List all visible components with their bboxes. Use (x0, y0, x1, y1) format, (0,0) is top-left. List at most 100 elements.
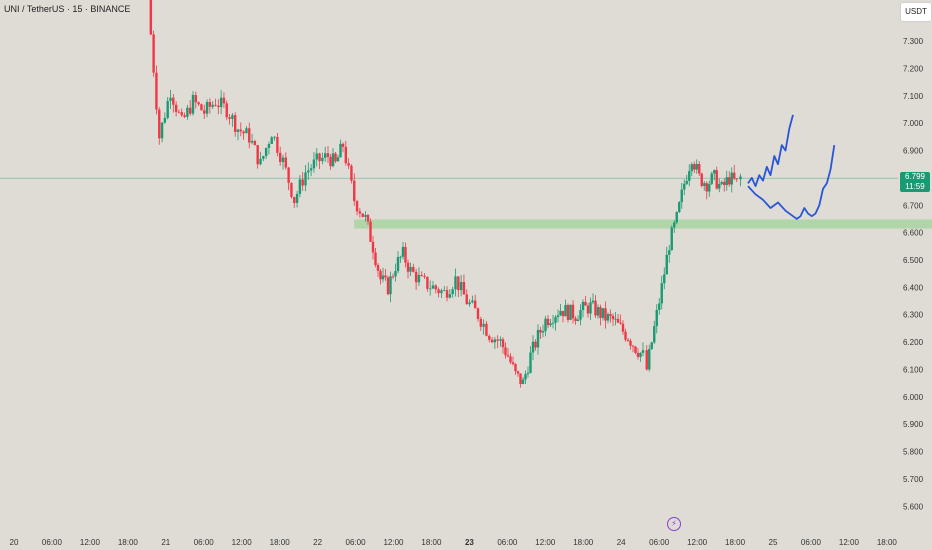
candle-body (318, 153, 321, 162)
x-tick-label: 21 (161, 538, 170, 547)
candle-body (554, 317, 557, 323)
candle-body (462, 281, 466, 295)
candle-body (730, 172, 733, 185)
candle-body (584, 301, 587, 306)
x-tick-label: 06:00 (194, 538, 215, 547)
candle-body (488, 335, 491, 340)
candle-body (579, 310, 582, 320)
candle-body (673, 222, 676, 228)
candle-body (594, 300, 597, 316)
candle-body (614, 318, 617, 320)
x-tick-label: 12:00 (383, 538, 404, 547)
x-tick-label: 23 (465, 538, 474, 547)
candle-body (506, 355, 510, 357)
x-tick-label: 06:00 (649, 538, 670, 547)
x-tick-label: 12:00 (80, 538, 101, 547)
candle-body (423, 275, 426, 277)
x-tick-label: 18:00 (877, 538, 898, 547)
candle-body (596, 307, 600, 316)
candle-body (412, 266, 415, 272)
candle-body (200, 104, 203, 111)
candle-body (536, 329, 540, 348)
candle-body (459, 281, 463, 291)
candle-body (152, 34, 155, 73)
candle-body (331, 153, 335, 167)
candle-body (739, 176, 742, 180)
candle-body (690, 164, 693, 172)
support-zone (354, 219, 932, 229)
candle-body (278, 152, 282, 163)
candle-body (214, 104, 217, 106)
candle-body (270, 137, 273, 145)
candle-body (454, 276, 457, 290)
candle-body (490, 339, 494, 343)
x-tick-label: 18:00 (725, 538, 746, 547)
candle-body (703, 183, 706, 186)
candle-body (443, 290, 446, 291)
candle-body (203, 110, 206, 114)
candle-body (174, 104, 178, 112)
candle-body (347, 163, 350, 166)
candle-body (301, 179, 304, 186)
y-tick-label: 6.100 (903, 365, 924, 374)
candle-body (304, 172, 307, 186)
x-tick-label: 12:00 (232, 538, 253, 547)
candle-body (715, 170, 718, 189)
candle-body (172, 97, 175, 105)
candle-body (693, 164, 696, 170)
candle-body (511, 362, 515, 364)
candle-body (499, 339, 502, 341)
candle-body (344, 146, 348, 164)
candle-body (188, 107, 192, 114)
candle-body (655, 309, 658, 327)
lightning-icon[interactable]: ⚡ (667, 517, 681, 531)
candle-body (688, 171, 691, 181)
candle-body (155, 72, 158, 110)
candle-body (225, 103, 228, 118)
candle-body (264, 147, 268, 157)
candle-body (448, 294, 452, 298)
candle-body (420, 274, 423, 276)
candle-body (735, 178, 738, 180)
candle-body (353, 180, 356, 202)
candle-body (544, 318, 547, 332)
candle-body (329, 156, 332, 167)
x-tick-label: 06:00 (346, 538, 367, 547)
candle-body (339, 143, 342, 158)
candle-body (604, 308, 607, 321)
x-tick-label: 18:00 (118, 538, 139, 547)
candle-body (434, 285, 438, 290)
candle-body (242, 131, 245, 134)
candle-body (217, 105, 220, 108)
x-tick-label: 20 (10, 538, 19, 547)
candle-body (404, 246, 407, 263)
candle-body (631, 345, 635, 347)
candle-body (685, 180, 688, 184)
candle-body (670, 227, 673, 251)
y-tick-label: 6.900 (903, 147, 924, 156)
candle-body (284, 157, 288, 168)
projection-path-2 (747, 144, 836, 220)
candle-body (606, 314, 610, 321)
x-tick-label: 25 (769, 538, 778, 547)
candle-body (663, 274, 666, 284)
x-tick-label: 06:00 (801, 538, 822, 547)
candle-body (591, 300, 595, 303)
y-tick-label: 6.400 (903, 283, 924, 292)
candle-body (321, 157, 324, 162)
candle-body (336, 157, 340, 162)
candle-body (309, 168, 313, 171)
candle-body (163, 117, 167, 123)
candle-body (428, 288, 432, 290)
candle-body (381, 275, 385, 280)
candle-body (379, 270, 382, 280)
candle-body (468, 302, 471, 305)
candle-body (720, 181, 723, 184)
candle-body (233, 115, 237, 132)
candle-body (639, 352, 642, 357)
candle-body (531, 341, 535, 353)
candle-body (364, 214, 367, 217)
candle-body (231, 115, 234, 119)
